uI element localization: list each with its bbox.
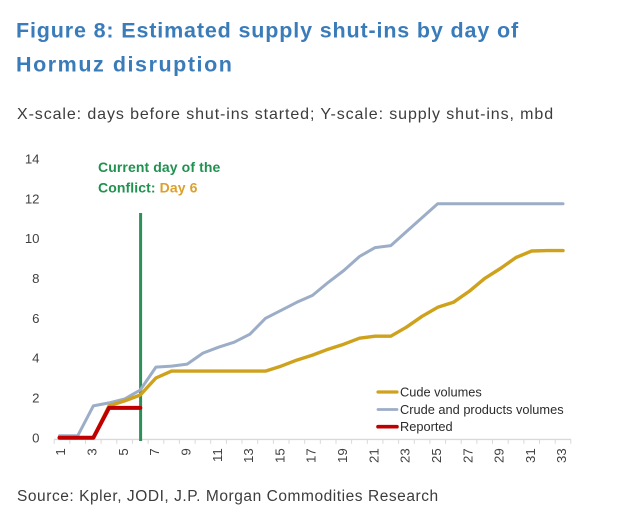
svg-text:12: 12 <box>25 191 40 206</box>
svg-text:Source: Kpler, JODI, J.P. Morg: Source: Kpler, JODI, J.P. Morgan Commodi… <box>17 488 439 505</box>
svg-text:5: 5 <box>116 448 131 455</box>
svg-text:Cude volumes: Cude volumes <box>400 384 482 399</box>
svg-text:29: 29 <box>492 448 507 463</box>
svg-text:3: 3 <box>85 448 100 455</box>
svg-text:21: 21 <box>366 448 381 463</box>
svg-text:6: 6 <box>32 311 39 326</box>
svg-text:Current day of the: Current day of the <box>98 159 220 175</box>
svg-text:27: 27 <box>460 448 475 463</box>
svg-text:23: 23 <box>398 448 413 463</box>
svg-text:0: 0 <box>32 430 39 445</box>
svg-text:8: 8 <box>32 271 39 286</box>
svg-text:13: 13 <box>241 448 256 463</box>
svg-text:19: 19 <box>335 448 350 463</box>
svg-text:Conflict: Day 6: Conflict: Day 6 <box>98 180 198 196</box>
svg-text:4: 4 <box>32 351 39 366</box>
svg-text:33: 33 <box>554 448 569 463</box>
svg-text:15: 15 <box>272 448 287 463</box>
svg-text:11: 11 <box>210 448 225 462</box>
svg-text:10: 10 <box>25 231 40 246</box>
svg-text:X-scale: days before shut-ins: X-scale: days before shut-ins started; Y… <box>17 106 554 123</box>
svg-text:14: 14 <box>25 151 40 166</box>
svg-text:9: 9 <box>178 448 193 455</box>
svg-text:Reported: Reported <box>400 419 453 434</box>
svg-text:25: 25 <box>429 448 444 463</box>
svg-text:31: 31 <box>523 448 538 463</box>
svg-text:Figure 8: Estimated supply shu: Figure 8: Estimated supply shut-ins by d… <box>16 19 519 43</box>
svg-text:Crude and products volumes: Crude and products volumes <box>400 402 564 417</box>
svg-text:7: 7 <box>147 448 162 455</box>
svg-text:1: 1 <box>53 448 68 455</box>
svg-text:17: 17 <box>304 448 319 463</box>
svg-text:2: 2 <box>32 391 39 406</box>
svg-text:Hormuz disruption: Hormuz disruption <box>16 53 233 77</box>
